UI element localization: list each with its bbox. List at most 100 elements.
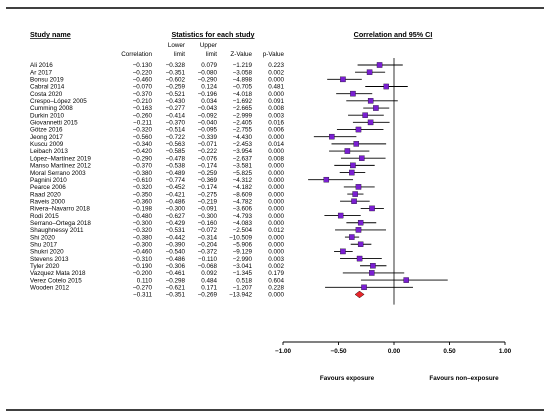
study-p-20: 0.000 [268, 206, 284, 213]
study-p-10: 0.000 [268, 134, 284, 141]
x-tick-label-4: 1.00 [499, 348, 512, 355]
effect-marker-26 [340, 248, 346, 255]
study-name-3: Cabral 2014 [30, 84, 65, 91]
col-header-p-value: p-Value [263, 51, 285, 58]
col-header-z-value: Z-Value [230, 51, 252, 58]
study-lower-21: −0.627 [166, 213, 186, 220]
study-upper-29: 0.092 [201, 270, 217, 277]
study-upper-27: −0.110 [198, 256, 217, 263]
study-lower-3: −0.259 [166, 84, 186, 91]
study-name-20: Rivera–Navarro 2018 [30, 206, 90, 213]
study-p-13: 0.008 [268, 155, 284, 162]
study-r-7: −0.260 [133, 112, 153, 119]
study-lower-16: −0.774 [166, 177, 186, 184]
study-r-14: −0.370 [133, 163, 153, 170]
study-p-2: 0.000 [268, 77, 284, 84]
study-z-14: −3.581 [233, 163, 253, 170]
effect-marker-23 [355, 227, 362, 233]
summary-diamond [354, 290, 365, 299]
study-z-5: −1.692 [233, 98, 253, 105]
study-r-3: −0.070 [133, 84, 153, 91]
effect-marker-17 [355, 184, 362, 190]
study-p-24: 0.000 [268, 234, 284, 241]
study-lower-29: −0.461 [166, 270, 186, 277]
study-p-7: 0.003 [268, 112, 284, 119]
study-z-31: −1.207 [233, 284, 253, 291]
study-z-8: −2.405 [233, 120, 253, 127]
study-p-5: 0.091 [268, 98, 284, 105]
study-p-1: 0.002 [268, 69, 284, 76]
study-z-3: −0.705 [233, 84, 253, 91]
study-name-22: Serrano–Ortega 2018 [30, 220, 91, 227]
study-r-11: −0.340 [133, 141, 153, 148]
study-p-12: 0.000 [268, 148, 284, 155]
study-upper-31: 0.171 [201, 284, 217, 291]
study-lower-23: −0.531 [166, 227, 186, 234]
study-p-17: 0.000 [268, 184, 284, 191]
study-upper-19: −0.219 [198, 198, 218, 205]
study-upper-14: −0.174 [198, 163, 218, 170]
study-upper-5: 0.034 [201, 98, 217, 105]
study-z-0: −1.219 [233, 62, 253, 69]
study-name-8: Giovannetti 2015 [30, 120, 78, 127]
study-z-28: −3.041 [233, 263, 253, 270]
study-upper-20: −0.091 [198, 206, 218, 213]
summary-lower: −0.351 [166, 292, 186, 299]
study-z-23: −2.504 [233, 227, 253, 234]
forest-plot-panel: Study name Statistics for each study Cor… [6, 6, 544, 413]
study-name-30: Verez Cotelo 2015 [30, 277, 82, 284]
study-upper-18: −0.275 [198, 191, 218, 198]
study-r-27: −0.310 [133, 256, 153, 263]
study-name-2: Bonsu 2019 [30, 77, 64, 84]
study-p-30: 0.604 [268, 277, 284, 284]
study-lower-22: −0.429 [166, 220, 186, 227]
study-r-0: −0.130 [133, 62, 153, 69]
study-lower-11: −0.563 [166, 141, 186, 148]
study-lower-7: −0.414 [166, 112, 186, 119]
study-name-9: Götze 2016 [30, 127, 63, 134]
study-upper-3: 0.124 [201, 84, 217, 91]
study-r-6: −0.163 [133, 105, 153, 112]
effect-marker-8 [367, 119, 374, 126]
study-p-0: 0.223 [268, 62, 284, 69]
effect-marker-2 [340, 76, 346, 83]
study-r-12: −0.420 [133, 148, 153, 155]
study-r-8: −0.211 [133, 120, 152, 127]
study-z-16: −4.312 [233, 177, 253, 184]
study-z-7: −2.999 [233, 112, 253, 119]
study-z-4: −4.018 [233, 91, 253, 98]
study-name-23: Shaughnessy 2011 [30, 227, 84, 234]
study-r-31: −0.270 [133, 284, 153, 291]
study-r-15: −0.380 [133, 170, 153, 177]
study-z-29: −1.345 [233, 270, 253, 277]
study-upper-10: −0.339 [198, 134, 218, 141]
effect-marker-5 [367, 98, 374, 104]
study-upper-30: 0.484 [201, 277, 217, 284]
col-header-lower-1: Lower [168, 42, 185, 49]
study-name-7: Durkin 2010 [30, 112, 64, 119]
forest-plot-svg: Study name Statistics for each study Cor… [6, 7, 544, 411]
effect-marker-13 [359, 155, 365, 161]
col-header-upper-1: Upper [200, 42, 217, 49]
study-name-11: Kuscu 2009 [30, 141, 64, 148]
effect-marker-4 [350, 90, 356, 97]
study-lower-15: −0.489 [166, 170, 186, 177]
effect-marker-11 [353, 141, 360, 147]
x-tick-label-3: 0.50 [443, 348, 456, 355]
study-z-1: −3.058 [233, 69, 253, 76]
effect-marker-24 [349, 234, 355, 240]
study-p-6: 0.008 [268, 105, 284, 112]
study-p-19: 0.000 [268, 198, 284, 205]
summary-p: 0.000 [268, 292, 284, 299]
study-upper-8: −0.040 [198, 120, 218, 127]
study-r-24: −0.380 [133, 234, 153, 241]
effect-marker-12 [344, 148, 351, 154]
study-name-21: Rodi 2015 [30, 213, 59, 220]
study-r-4: −0.370 [133, 91, 153, 98]
study-upper-4: −0.196 [198, 91, 218, 98]
effect-marker-29 [369, 270, 375, 276]
effect-marker-0 [376, 62, 383, 68]
study-name-19: Raveis 2000 [30, 198, 66, 205]
study-r-29: −0.200 [133, 270, 153, 277]
study-upper-6: −0.043 [198, 105, 218, 112]
